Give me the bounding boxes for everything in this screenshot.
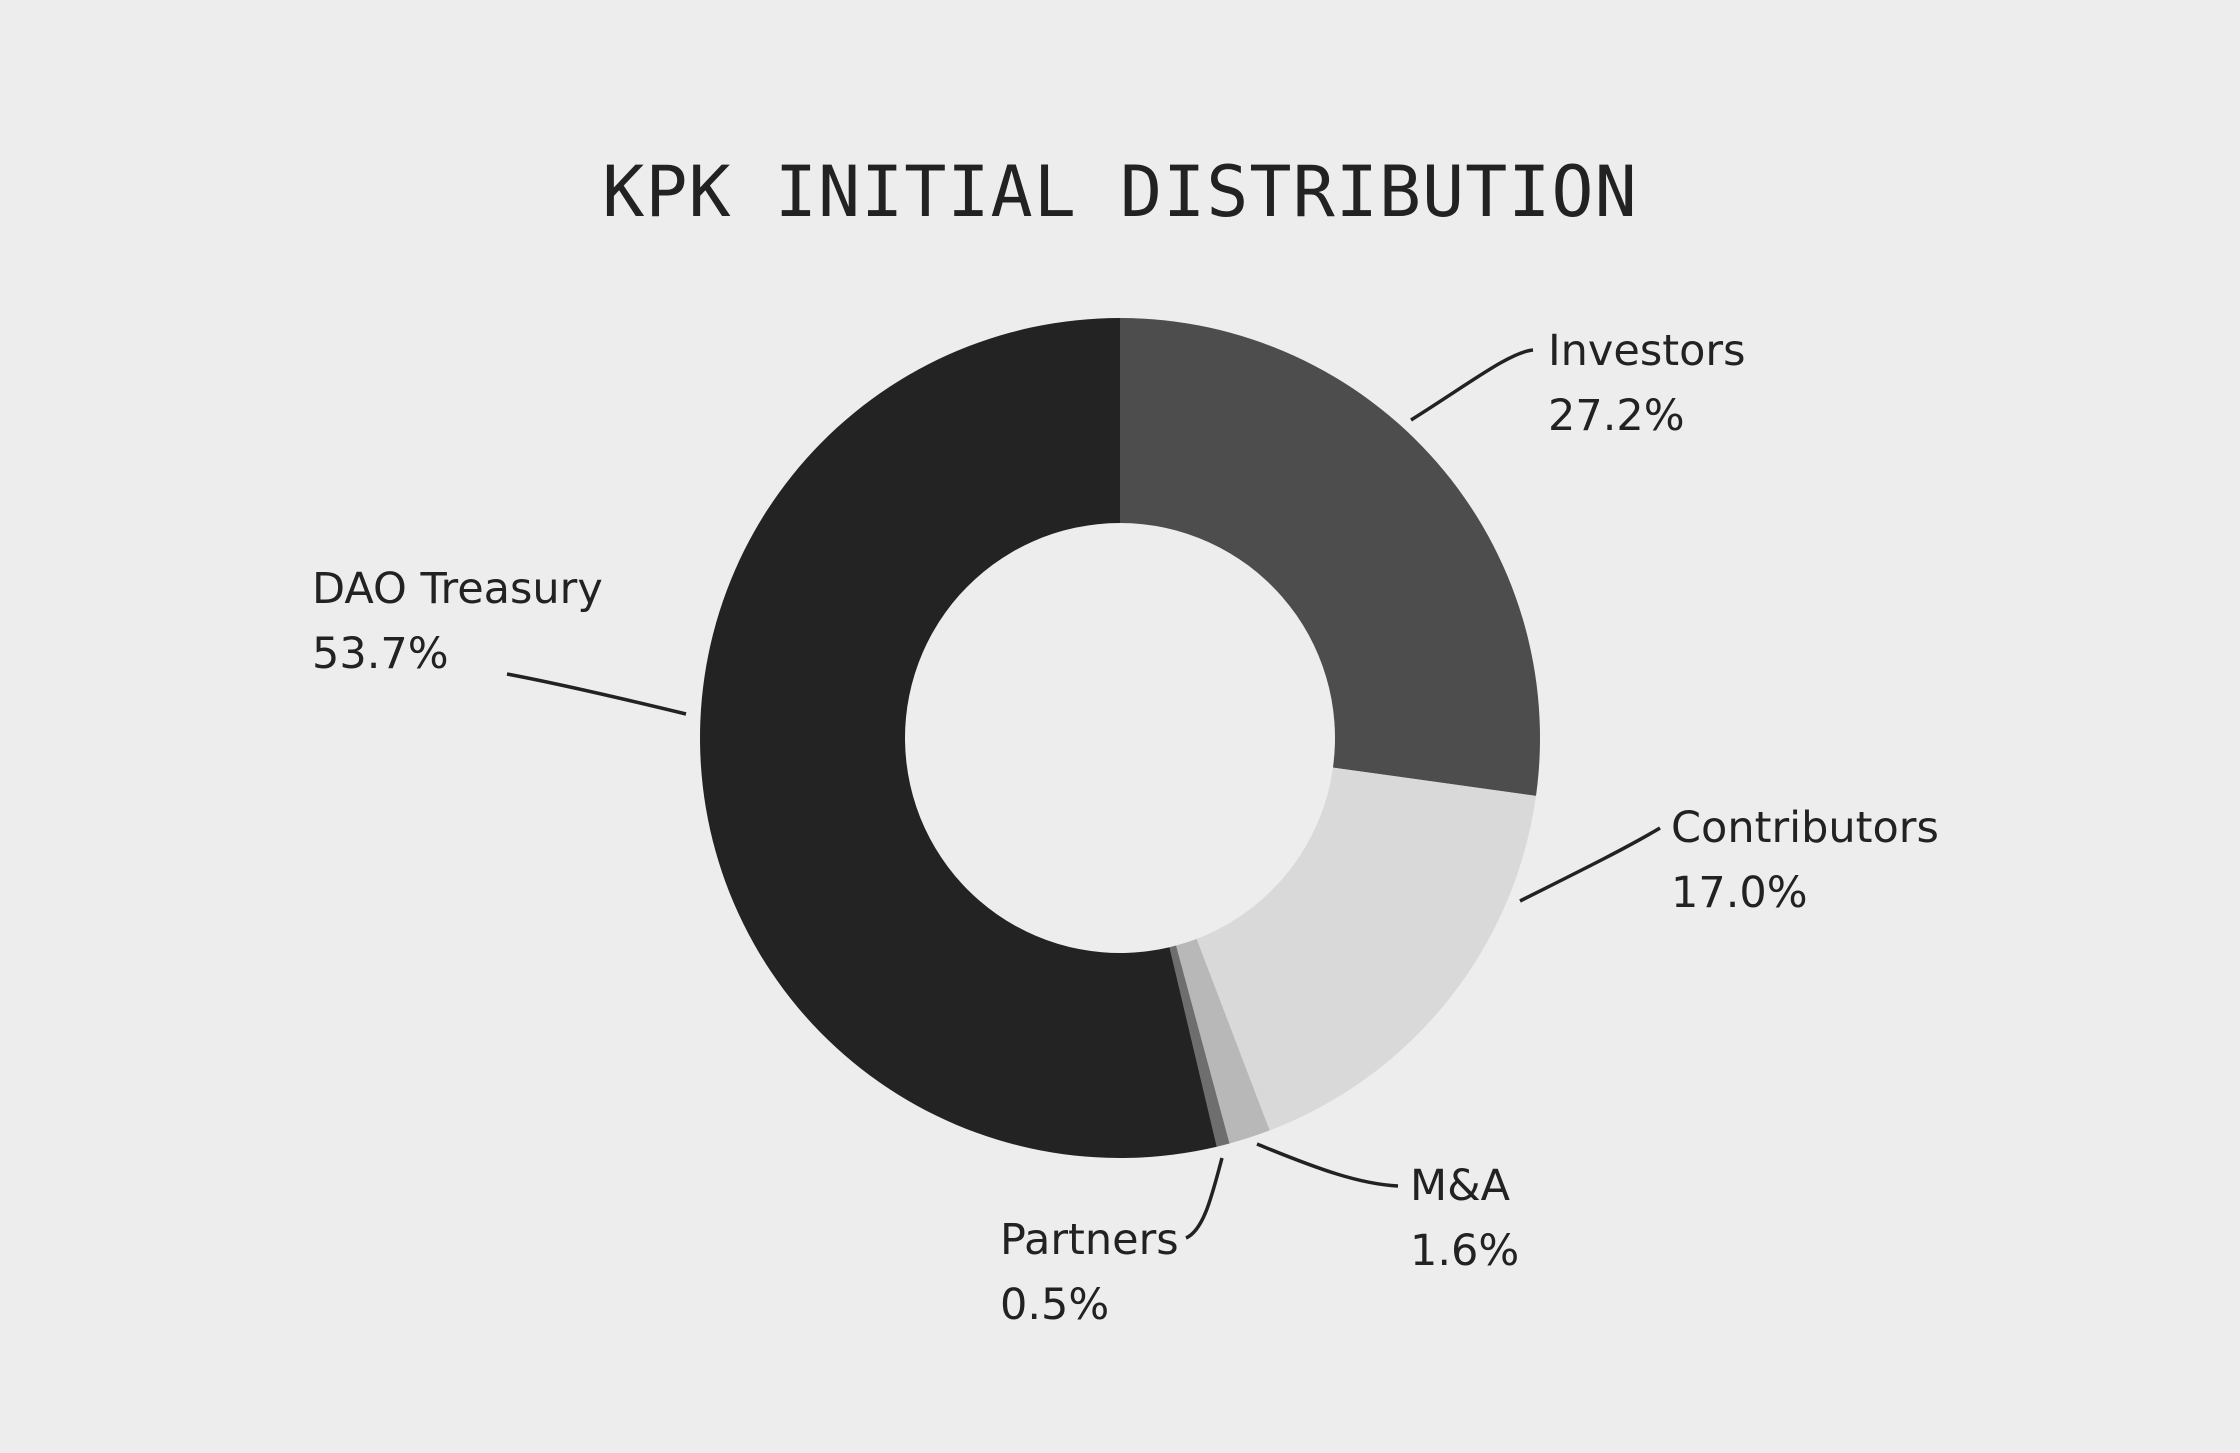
leader-line-dao-treasury xyxy=(506,672,687,716)
leader-line-contributors xyxy=(1519,826,1661,903)
chart-title: KPK INITIAL DISTRIBUTION xyxy=(602,151,1637,233)
slice-value-manda: 1.6% xyxy=(1410,1226,1519,1276)
slice-name-manda: M&A xyxy=(1410,1161,1511,1211)
slice-partners xyxy=(1169,945,1230,1147)
slice-value-investors: 27.2% xyxy=(1548,391,1685,441)
slice-investors xyxy=(1120,318,1540,796)
leader-line-partners xyxy=(1185,1157,1224,1240)
slice-name-dao-treasury: DAO Treasury xyxy=(312,564,603,614)
slice-dao-treasury xyxy=(700,318,1217,1158)
slice-manda xyxy=(1176,938,1270,1144)
slice-value-dao-treasury: 53.7% xyxy=(312,629,449,679)
slice-labels: Investors 27.2% Contributors 17.0% M&A 1.6% Pa… xyxy=(312,326,1939,1330)
slice-name-investors: Investors xyxy=(1548,326,1746,376)
leader-lines xyxy=(506,348,1661,1240)
donut-slices xyxy=(700,318,1540,1158)
leader-line-investors xyxy=(1410,348,1534,422)
slice-value-partners: 0.5% xyxy=(1000,1280,1109,1330)
slice-name-contributors: Contributors xyxy=(1671,803,1939,853)
leader-line-manda xyxy=(1256,1142,1399,1188)
slice-value-contributors: 17.0% xyxy=(1671,868,1808,918)
slice-name-partners: Partners xyxy=(1000,1215,1179,1265)
slice-contributors xyxy=(1196,767,1536,1131)
